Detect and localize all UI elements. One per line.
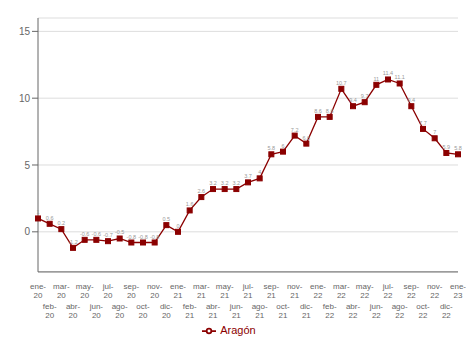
svg-text:0.2: 0.2 (58, 220, 66, 226)
svg-text:0: 0 (24, 226, 30, 237)
svg-text:oct-22: oct-22 (416, 302, 430, 320)
svg-text:-1.2: -1.2 (68, 239, 77, 245)
svg-text:3.2: 3.2 (221, 180, 229, 186)
svg-text:11: 11 (373, 76, 379, 82)
svg-text:0.5: 0.5 (163, 216, 171, 222)
svg-text:abr-22: abr-22 (346, 302, 361, 320)
svg-text:nov-21: nov-21 (287, 282, 303, 300)
svg-text:ene-20: ene-20 (30, 282, 46, 300)
svg-text:may-22: may-22 (356, 282, 374, 300)
svg-text:ago-21: ago-21 (252, 302, 268, 320)
svg-text:mar-22: mar-22 (333, 282, 350, 300)
svg-text:0: 0 (176, 223, 179, 229)
svg-text:-0.6: -0.6 (92, 231, 101, 237)
svg-text:-0.7: -0.7 (103, 232, 112, 238)
svg-text:9.4: 9.4 (349, 97, 357, 103)
svg-text:ago-22: ago-22 (392, 302, 408, 320)
svg-text:-0.8: -0.8 (138, 234, 147, 240)
svg-text:jun-22: jun-22 (369, 302, 384, 320)
svg-text:-0.5: -0.5 (115, 229, 124, 235)
svg-text:feb-21: feb-21 (183, 302, 197, 320)
html-text:Aragón: Aragón (220, 323, 256, 336)
svg-text:-0.6: -0.6 (80, 231, 89, 237)
svg-text:7.2: 7.2 (291, 127, 299, 133)
svg-text:3.2: 3.2 (209, 180, 217, 186)
svg-text:abr-20: abr-20 (66, 302, 81, 320)
svg-text:5: 5 (24, 160, 30, 171)
svg-text:3.7: 3.7 (244, 173, 252, 179)
svg-text:sep-21: sep-21 (264, 282, 280, 300)
svg-text:9.7: 9.7 (361, 93, 369, 99)
svg-text:feb-20: feb-20 (43, 302, 57, 320)
svg-text:may-21: may-21 (216, 282, 234, 300)
svg-text:11.1: 11.1 (395, 74, 405, 80)
svg-text:ene-23: ene-23 (450, 282, 466, 300)
svg-text:5.8: 5.8 (268, 145, 276, 151)
svg-text:dic-21: dic-21 (300, 302, 313, 320)
svg-text:11.4: 11.4 (383, 70, 393, 76)
svg-text:6.6: 6.6 (303, 135, 311, 141)
svg-text:10: 10 (19, 93, 31, 104)
svg-text:10.7: 10.7 (336, 80, 347, 86)
svg-text:jul-21: jul-21 (242, 282, 254, 300)
svg-text:dic-20: dic-20 (160, 302, 173, 320)
svg-text:jul-20: jul-20 (102, 282, 114, 300)
svg-text:6: 6 (281, 143, 284, 149)
svg-text:nov-22: nov-22 (427, 282, 443, 300)
svg-text:15: 15 (19, 26, 31, 37)
svg-text:2.6: 2.6 (198, 188, 206, 194)
svg-text:oct-20: oct-20 (136, 302, 150, 320)
svg-text:feb-22: feb-22 (323, 302, 337, 320)
svg-text:1: 1 (36, 209, 39, 215)
svg-text:may-20: may-20 (76, 282, 94, 300)
svg-text:0.6: 0.6 (46, 215, 54, 221)
svg-text:9.4: 9.4 (408, 97, 416, 103)
svg-text:7: 7 (433, 129, 436, 135)
svg-text:ene-21: ene-21 (170, 282, 186, 300)
svg-text:8.6: 8.6 (314, 108, 322, 114)
svg-text:mar-21: mar-21 (193, 282, 210, 300)
svg-text:8.6: 8.6 (326, 108, 334, 114)
svg-text:-0.8: -0.8 (150, 234, 159, 240)
svg-text:nov-20: nov-20 (147, 282, 163, 300)
svg-text:sep-20: sep-20 (124, 282, 140, 300)
svg-text:5.8: 5.8 (454, 145, 462, 151)
svg-text:jun-20: jun-20 (89, 302, 104, 320)
svg-text:5.9: 5.9 (443, 144, 451, 150)
svg-text:abr-21: abr-21 (206, 302, 221, 320)
svg-text:jul-22: jul-22 (382, 282, 394, 300)
svg-text:dic-22: dic-22 (440, 302, 453, 320)
svg-text:7.7: 7.7 (419, 120, 427, 126)
svg-text:ago-20: ago-20 (112, 302, 128, 320)
svg-text:-0.8: -0.8 (127, 234, 136, 240)
svg-text:sep-22: sep-22 (404, 282, 420, 300)
svg-text:jun-21: jun-21 (229, 302, 244, 320)
svg-text:4: 4 (258, 169, 261, 175)
svg-text:ene-22: ene-22 (310, 282, 326, 300)
svg-text:mar-20: mar-20 (53, 282, 70, 300)
svg-text:1.6: 1.6 (186, 201, 194, 207)
svg-text:3.2: 3.2 (233, 180, 241, 186)
svg-text:oct-21: oct-21 (276, 302, 290, 320)
